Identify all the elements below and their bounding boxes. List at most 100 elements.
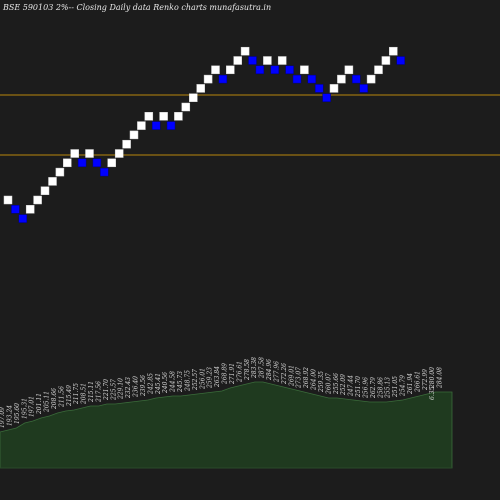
renko-brick-up bbox=[25, 205, 35, 214]
price-label: 221.70 bbox=[103, 379, 110, 401]
renko-brick-up bbox=[189, 93, 198, 102]
renko-brick-up bbox=[122, 139, 131, 149]
volume-profile bbox=[0, 381, 453, 469]
renko-brick-up bbox=[55, 167, 65, 177]
renko-brick-down bbox=[248, 56, 257, 65]
price-label: 284.08 bbox=[437, 367, 444, 389]
price-label: 280.00 bbox=[429, 367, 436, 389]
renko-brick-up bbox=[137, 121, 146, 130]
renko-brick-up bbox=[226, 65, 235, 75]
price-label: 272.26 bbox=[281, 363, 288, 385]
price-label: 193.24 bbox=[6, 405, 13, 426]
price-label: 217.56 bbox=[95, 381, 102, 403]
price-label: 251.70 bbox=[355, 376, 362, 398]
price-label: 261.94 bbox=[407, 373, 414, 395]
renko-brick-up bbox=[374, 65, 383, 75]
price-label: 197.01 bbox=[29, 396, 36, 417]
price-label: 240.56 bbox=[162, 372, 169, 394]
renko-brick-down bbox=[285, 65, 294, 75]
price-label: 245.73 bbox=[177, 371, 184, 393]
price-label: 283.38 bbox=[251, 357, 258, 379]
price-label: 256.96 bbox=[362, 377, 369, 399]
renko-brick-up bbox=[233, 56, 242, 65]
renko-brick-up bbox=[300, 65, 309, 75]
renko-brick-up bbox=[3, 195, 13, 205]
price-label: 263.84 bbox=[214, 366, 221, 388]
renko-brick-up bbox=[329, 84, 339, 93]
price-label: 208.66 bbox=[51, 388, 58, 410]
renko-brick-down bbox=[151, 121, 161, 130]
price-label: 247.44 bbox=[348, 375, 355, 397]
price-label: 254.79 bbox=[400, 375, 407, 397]
price-label: 272.99 bbox=[422, 369, 429, 391]
renko-brick-up bbox=[48, 177, 57, 186]
renko-brick-up bbox=[381, 56, 391, 65]
price-label: 195.31 bbox=[21, 398, 28, 419]
price-label: 239.56 bbox=[140, 375, 147, 397]
price-labels: 197.09 193.24 195.60 195.31 197.01 201.11 205.… bbox=[0, 357, 444, 428]
price-label: 215.49 bbox=[66, 385, 73, 407]
price-label: 276.61 bbox=[236, 361, 243, 383]
renko-brick-down bbox=[292, 74, 302, 84]
renko-brick-up bbox=[114, 149, 124, 158]
renko-brick-down bbox=[166, 121, 176, 130]
price-label: 205.11 bbox=[44, 391, 51, 413]
renko-brick-down bbox=[77, 158, 87, 168]
renko-brick-down bbox=[396, 56, 405, 65]
renko-brick-up bbox=[240, 46, 250, 56]
renko-brick-up bbox=[277, 56, 287, 65]
renko-brick-up bbox=[70, 149, 79, 158]
price-label: 266.61 bbox=[414, 371, 421, 393]
price-label: 277.96 bbox=[273, 361, 280, 383]
renko-brick-up bbox=[211, 65, 220, 75]
price-label: 197.09 bbox=[0, 407, 6, 428]
price-label: 264.00 bbox=[311, 369, 318, 391]
price-label: 215.11 bbox=[88, 381, 95, 403]
renko-brick-up bbox=[389, 46, 398, 56]
price-label: 255.13 bbox=[385, 377, 392, 399]
renko-brick-up bbox=[196, 84, 205, 93]
price-label: 260.07 bbox=[325, 373, 332, 395]
renko-brick-up bbox=[63, 158, 72, 168]
renko-brick-up bbox=[174, 112, 183, 121]
price-label: 268.89 bbox=[222, 363, 229, 385]
price-label: 208.51 bbox=[81, 383, 88, 405]
renko-brick-up bbox=[33, 195, 42, 205]
renko-brick-down bbox=[314, 84, 324, 93]
renko-brick-down bbox=[322, 93, 331, 102]
price-label: 271.91 bbox=[229, 363, 236, 385]
price-label: 252.09 bbox=[340, 374, 347, 396]
renko-brick-up bbox=[159, 112, 168, 121]
price-label: 269.01 bbox=[288, 365, 295, 387]
renko-brick-down bbox=[18, 214, 28, 223]
renko-brick-up bbox=[344, 65, 354, 75]
price-label: 248.75 bbox=[184, 370, 191, 392]
annotation-label: 6.35 bbox=[429, 386, 436, 400]
renko-brick-up bbox=[40, 186, 50, 195]
price-label: 278.58 bbox=[244, 359, 251, 381]
renko-brick-down bbox=[92, 158, 102, 168]
volume-area bbox=[0, 381, 453, 469]
renko-brick-up bbox=[129, 130, 139, 140]
price-label: 258.86 bbox=[377, 377, 384, 399]
renko-brick-up bbox=[181, 102, 191, 112]
price-label: 262.79 bbox=[370, 377, 377, 399]
price-label: 252.57 bbox=[192, 369, 199, 391]
price-label: 259.35 bbox=[318, 371, 325, 393]
renko-brick-down bbox=[307, 74, 317, 84]
price-label: 259.23 bbox=[207, 367, 214, 389]
price-label: 195.60 bbox=[14, 403, 21, 424]
renko-brick-up bbox=[203, 74, 213, 84]
price-label: 255.66 bbox=[333, 373, 340, 395]
price-label: 284.96 bbox=[266, 359, 273, 381]
price-label: 287.58 bbox=[259, 357, 266, 379]
renko-brick-down bbox=[100, 167, 109, 177]
renko-brick-up bbox=[85, 149, 94, 158]
renko-brick-up bbox=[337, 74, 346, 84]
renko-brick-down bbox=[11, 205, 20, 214]
price-label: 201.11 bbox=[36, 393, 43, 415]
price-label: 232.43 bbox=[125, 377, 132, 399]
price-label: 225.57 bbox=[110, 379, 117, 401]
level-lines bbox=[0, 94, 500, 156]
